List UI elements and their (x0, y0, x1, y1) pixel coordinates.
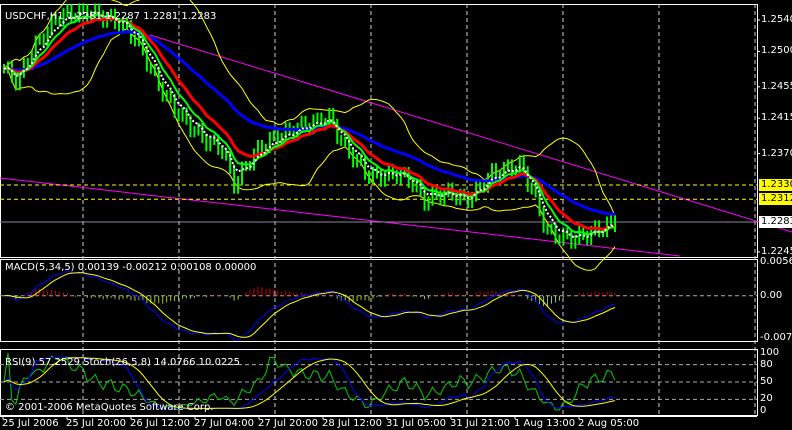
stoch-signal-line (3, 357, 616, 410)
downtrend-line (149, 34, 792, 233)
time-tick-label: 26 Jul 12:00 (130, 418, 190, 429)
macd-panel-border (0, 259, 758, 342)
ma-fast-line (3, 11, 616, 239)
time-tick-label: 25 Jul 20:00 (66, 418, 126, 429)
rsi-tick-label: 80 (760, 358, 773, 370)
lower-trend-line (0, 177, 681, 257)
price-tick-label: 1.2245 (761, 245, 792, 257)
price-tick-label: 1.2455 (761, 80, 792, 92)
macd-label: MACD(5,34,5) 0.00139 -0.00212 0.00108 0.… (5, 262, 257, 273)
price-marker: 1.2312 (759, 193, 792, 206)
macd-line (3, 270, 616, 341)
rsi-tick-label: 100 (760, 347, 780, 358)
chart-header: USDCHF,H1 1.2281 1.2287 1.2281 1.2283 (5, 11, 217, 22)
time-tick-label: 28 Jul 12:00 (322, 418, 382, 429)
time-tick-label: 31 Jul 05:00 (386, 418, 446, 429)
bollinger-upper (3, 0, 616, 217)
rsi-tick-label: 50 (760, 376, 773, 387)
rsi-label: RSI(9) 57.2529 Stoch(26,5,8) 14.0766 10.… (5, 357, 241, 368)
rsi-line (3, 352, 616, 411)
macd-tick-label: 0.00 (760, 289, 783, 301)
price-tick-label: 1.2415 (761, 112, 792, 124)
copyright: © 2001-2006 MetaQuotes Software Corp. (5, 402, 214, 413)
stoch-main-line (3, 356, 616, 410)
main-panel-border (0, 4, 758, 258)
ma-mid-line (3, 16, 616, 231)
bollinger-lower (3, 28, 616, 271)
time-tick-label: 25 Jul 2006 (2, 418, 59, 429)
price-tick-label: 1.2370 (761, 147, 792, 159)
time-tick-label: 1 Aug 13:00 (514, 418, 576, 429)
price-tick-label: 1.2500 (761, 45, 792, 57)
time-tick-label: 31 Jul 21:00 (450, 418, 510, 429)
macd-signal-line (3, 272, 616, 338)
time-tick-label: 27 Jul 04:00 (194, 418, 254, 429)
macd-tick-label: 0.00568 (760, 256, 792, 267)
price-marker: 1.2330 (759, 179, 792, 192)
time-tick-label: 27 Jul 20:00 (258, 418, 318, 429)
time-tick-label: 2 Aug 05:00 (578, 418, 640, 429)
price-tick-label: 1.2540 (761, 14, 792, 25)
rsi-tick-label: 0 (760, 405, 767, 416)
macd-tick-label: -0.00711 (760, 332, 792, 343)
rsi-tick-label: 20 (760, 393, 773, 405)
price-marker: 1.2283 (759, 216, 792, 228)
